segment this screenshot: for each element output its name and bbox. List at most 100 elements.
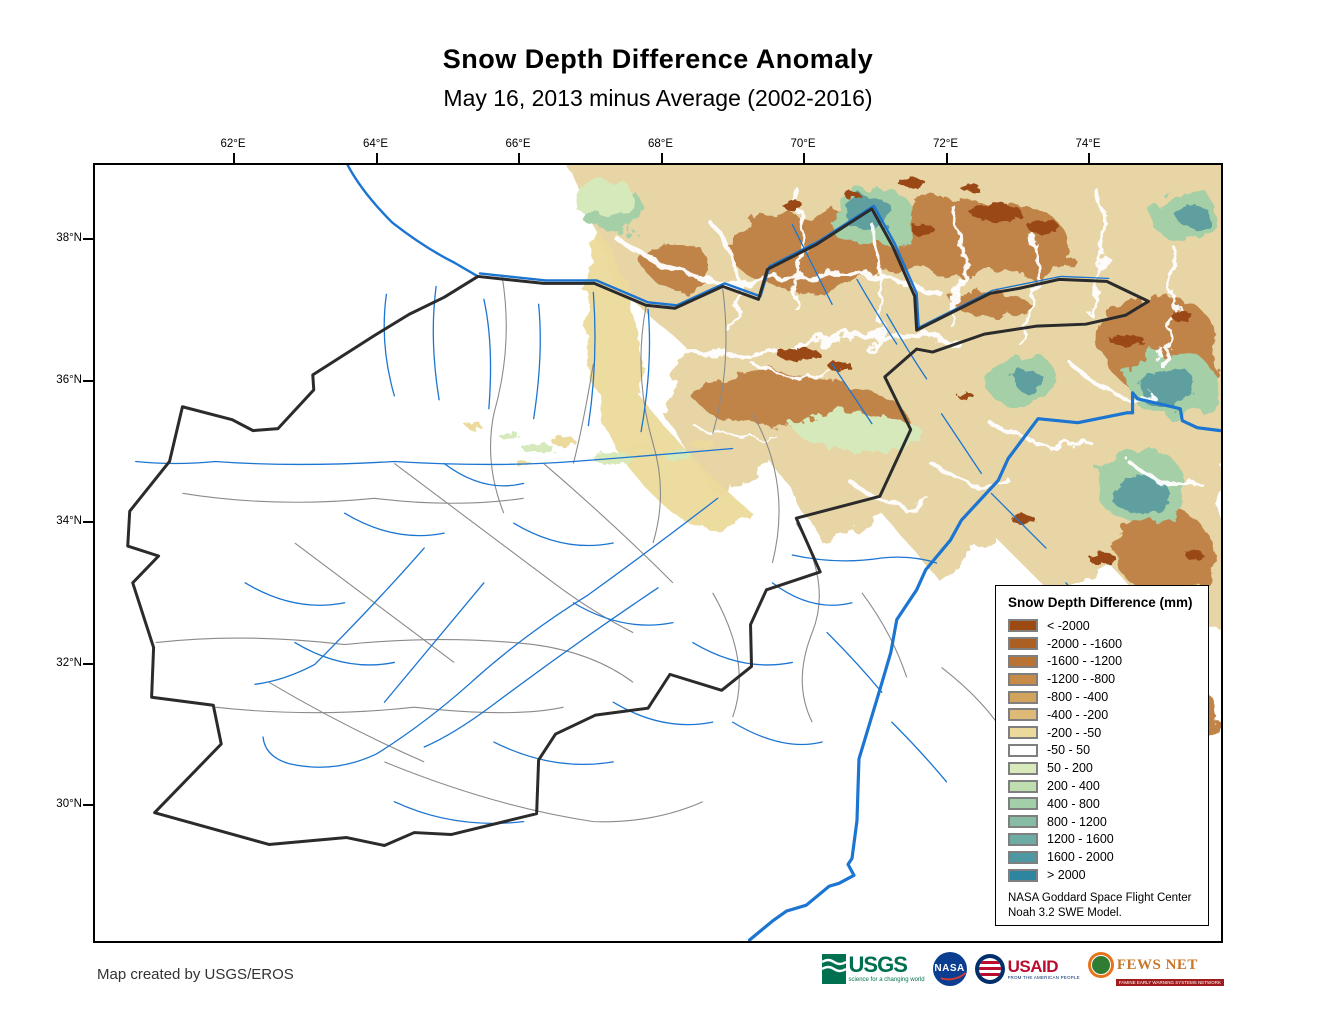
fews-globe-icon [1087, 952, 1114, 978]
usaid-wordmark: USAID [1007, 956, 1059, 976]
usaid-tagline: FROM THE AMERICAN PEOPLE [1007, 974, 1080, 980]
legend-row: 50 - 200 [1008, 759, 1198, 777]
legend-swatch [1008, 619, 1038, 633]
legend-label: -1600 - -1200 [1047, 654, 1123, 669]
legend-row: < -2000 [1008, 617, 1198, 635]
legend-label: 400 - 800 [1047, 796, 1100, 811]
central-ridge-patches [465, 421, 715, 467]
usaid-logo: USAID FROM THE AMERICAN PEOPLE [974, 954, 1080, 984]
x-tick-label: 74°E [1075, 138, 1101, 150]
legend-swatch [1008, 761, 1038, 775]
legend-swatch [1008, 832, 1038, 846]
map-credit: Map created by USGS/EROS [97, 966, 294, 983]
legend-label: < -2000 [1047, 618, 1090, 633]
legend-label: 50 - 200 [1047, 761, 1093, 776]
legend-swatch [1008, 708, 1038, 722]
legend-row: 800 - 1200 [1008, 813, 1198, 831]
y-tick-label: 36°N [56, 373, 82, 386]
legend-row: -1200 - -800 [1008, 670, 1198, 688]
legend-label: 800 - 1200 [1047, 814, 1107, 829]
usgs-logo: USGS science for a changing world [821, 952, 925, 984]
x-tick [803, 153, 805, 163]
x-tick [233, 153, 235, 163]
legend-swatch [1008, 726, 1038, 740]
legend-swatch [1008, 868, 1038, 882]
y-tick [83, 238, 93, 240]
logo-strip: USGS science for a changing world NASA U… [821, 952, 1224, 986]
nasa-wordmark: NASA [934, 963, 965, 974]
x-tick [375, 153, 378, 163]
valley-veins [610, 182, 1203, 745]
nasa-logo: NASA [932, 952, 967, 986]
rivers [135, 224, 1191, 825]
legend-row: -400 - -200 [1008, 706, 1198, 724]
usgs-wordmark: USGS [848, 952, 908, 977]
x-tick [518, 153, 520, 163]
fews-net-logo: FEWS NET FAMINE EARLY WARNING SYSTEMS NE… [1087, 952, 1224, 986]
deficit-specks [776, 177, 1204, 565]
legend-title: Snow Depth Difference (mm) [1008, 595, 1193, 610]
y-tick-label: 34°N [56, 515, 82, 527]
legend-label: 1200 - 1600 [1047, 832, 1114, 847]
afghanistan-border [126, 207, 1150, 847]
x-tick-label: 68°E [647, 138, 674, 150]
legend-note: NASA Goddard Space Flight Center Noah 3.… [1008, 891, 1198, 920]
legend-row: -1600 - -1200 [1008, 653, 1198, 671]
legend-swatch [1008, 690, 1038, 704]
y-tick [83, 662, 93, 665]
legend-row: -800 - -400 [1008, 688, 1198, 706]
legend-row: -200 - -50 [1008, 724, 1198, 742]
legend-label: -400 - -200 [1047, 707, 1109, 722]
legend-label: > 2000 [1047, 868, 1086, 883]
legend-note-line2: Noah 3.2 SWE Model. [1008, 906, 1122, 919]
page-subtitle: May 16, 2013 minus Average (2002-2016) [443, 85, 873, 111]
x-tick-label: 66°E [505, 138, 531, 150]
legend-label: -200 - -50 [1047, 725, 1102, 740]
legend-swatch [1008, 850, 1038, 864]
legend-swatch [1008, 797, 1038, 811]
usgs-wave-icon [821, 954, 846, 984]
x-tick [945, 153, 948, 163]
legend-swatch [1008, 743, 1038, 757]
province-boundaries [155, 274, 1007, 823]
y-tick-label: 32°N [56, 656, 82, 669]
y-tick [83, 521, 93, 523]
legend-row: > 2000 [1008, 866, 1198, 884]
legend-swatch [1008, 654, 1038, 668]
x-tick-label: 72°E [932, 138, 959, 150]
usgs-tagline: science for a changing world [848, 977, 925, 983]
fews-wordmark: FEWS NET [1116, 956, 1198, 973]
legend-swatch [1008, 815, 1038, 829]
legend-row: 400 - 800 [1008, 795, 1198, 813]
fews-tagline: FAMINE EARLY WARNING SYSTEMS NETWORK [1115, 979, 1224, 986]
x-tick-label: 64°E [362, 138, 389, 150]
usaid-seal-icon [974, 954, 1005, 984]
legend-row: 200 - 400 [1008, 777, 1198, 795]
x-tick [660, 153, 663, 163]
legend-rows: < -2000 -2000 - -1600 -1600 - -1200 -1200 -… [1008, 617, 1198, 884]
x-tick [1088, 153, 1090, 163]
x-tick-label: 70°E [790, 138, 816, 150]
legend-label: -50 - 50 [1047, 743, 1091, 758]
legend-swatch [1008, 672, 1038, 686]
legend-label: 200 - 400 [1047, 779, 1100, 794]
legend-row: 1200 - 1600 [1008, 831, 1198, 849]
legend-label: -2000 - -1600 [1047, 636, 1123, 651]
legend-row: -50 - 50 [1008, 742, 1198, 760]
x-tick-label: 62°E [220, 138, 246, 150]
legend-label: -1200 - -800 [1047, 672, 1116, 687]
page-title: Snow Depth Difference Anomaly [442, 44, 874, 74]
y-tick [83, 379, 93, 382]
legend: Snow Depth Difference (mm) < -2000 -2000 … [995, 585, 1209, 926]
legend-swatch [1008, 779, 1038, 793]
legend-row: -2000 - -1600 [1008, 635, 1198, 653]
legend-label: -800 - -400 [1047, 690, 1109, 705]
legend-note-line1: NASA Goddard Space Flight Center [1008, 891, 1192, 904]
legend-row: 1600 - 2000 [1008, 848, 1198, 866]
y-tick-label: 38°N [56, 232, 82, 244]
y-tick-label: 30°N [56, 798, 82, 810]
legend-swatch [1008, 637, 1038, 651]
indus-river [747, 391, 1221, 941]
legend-label: 1600 - 2000 [1047, 850, 1114, 865]
